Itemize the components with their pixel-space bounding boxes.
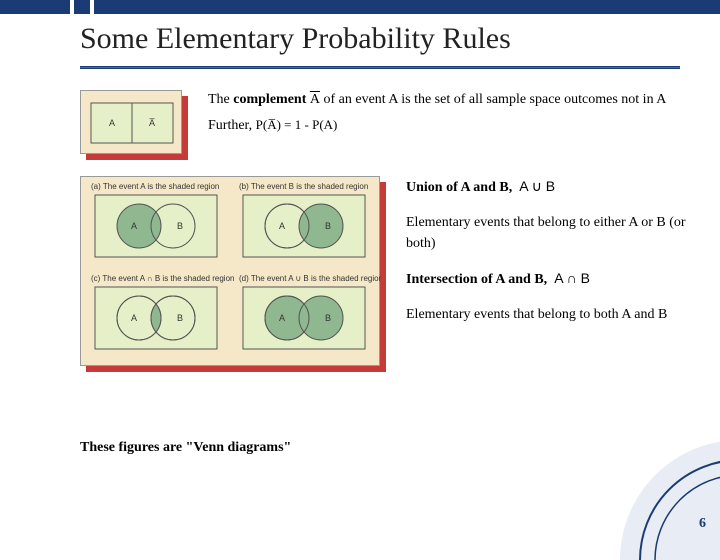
complement-formula: P(A̅) = 1 - P(A) [256, 117, 338, 132]
txt: The [208, 92, 233, 107]
row-complement: A A̅ The complement A of an event A is t… [80, 90, 690, 162]
svg-text:A: A [131, 221, 137, 231]
venn-grid-figure: (a) The event A is the shaded region A B… [80, 176, 390, 376]
complement-text-block: The complement A of an event A is the se… [208, 90, 690, 135]
svg-text:B: B [325, 221, 331, 231]
venn-complement-figure: A A̅ [80, 90, 190, 162]
svg-text:B: B [325, 313, 331, 323]
complement-symbol: A [310, 92, 320, 107]
venn-complement-svg: A A̅ [81, 91, 183, 155]
footnote: These figures are "Venn diagrams" [80, 440, 291, 456]
top-stripe [0, 0, 720, 14]
cap-a: (a) The event A is the shaded region [91, 182, 219, 191]
svg-text:A: A [279, 221, 285, 231]
svg-text:A: A [109, 118, 115, 128]
corner-arc-icon [620, 440, 720, 560]
row-venn-grid: (a) The event A is the shaded region A B… [80, 176, 690, 376]
svg-text:A: A [279, 313, 285, 323]
content-area: A A̅ The complement A of an event A is t… [80, 90, 690, 376]
title-underline [80, 66, 680, 69]
union-symbol: A ∪ B [519, 178, 555, 194]
intersection-symbol: A ∩ B [554, 270, 590, 286]
union-heading: Union of A and B, [406, 180, 512, 195]
cap-b: (b) The event B is the shaded region [239, 182, 368, 191]
venn-grid-svg: (a) The event A is the shaded region A B… [81, 177, 381, 367]
cap-d: (d) The event A ∪ B is the shaded region [239, 274, 381, 283]
cap-c: (c) The event A ∩ B is the shaded region [91, 274, 234, 283]
svg-text:B: B [177, 221, 183, 231]
complement-bold: complement [233, 92, 306, 107]
svg-text:A̅: A̅ [149, 118, 155, 128]
slide-title: Some Elementary Probability Rules [80, 22, 511, 56]
svg-text:A: A [131, 313, 137, 323]
further-label: Further, [208, 118, 256, 133]
right-column: Union of A and B, A ∪ B Elementary event… [406, 176, 690, 376]
intersection-desc: Elementary events that belong to both A … [406, 304, 690, 325]
intersection-heading: Intersection of A and B, [406, 272, 547, 287]
svg-text:B: B [177, 313, 183, 323]
txt: of an event A is the set of all sample s… [323, 92, 666, 107]
union-desc: Elementary events that belong to either … [406, 212, 690, 254]
page-number: 6 [699, 516, 706, 532]
